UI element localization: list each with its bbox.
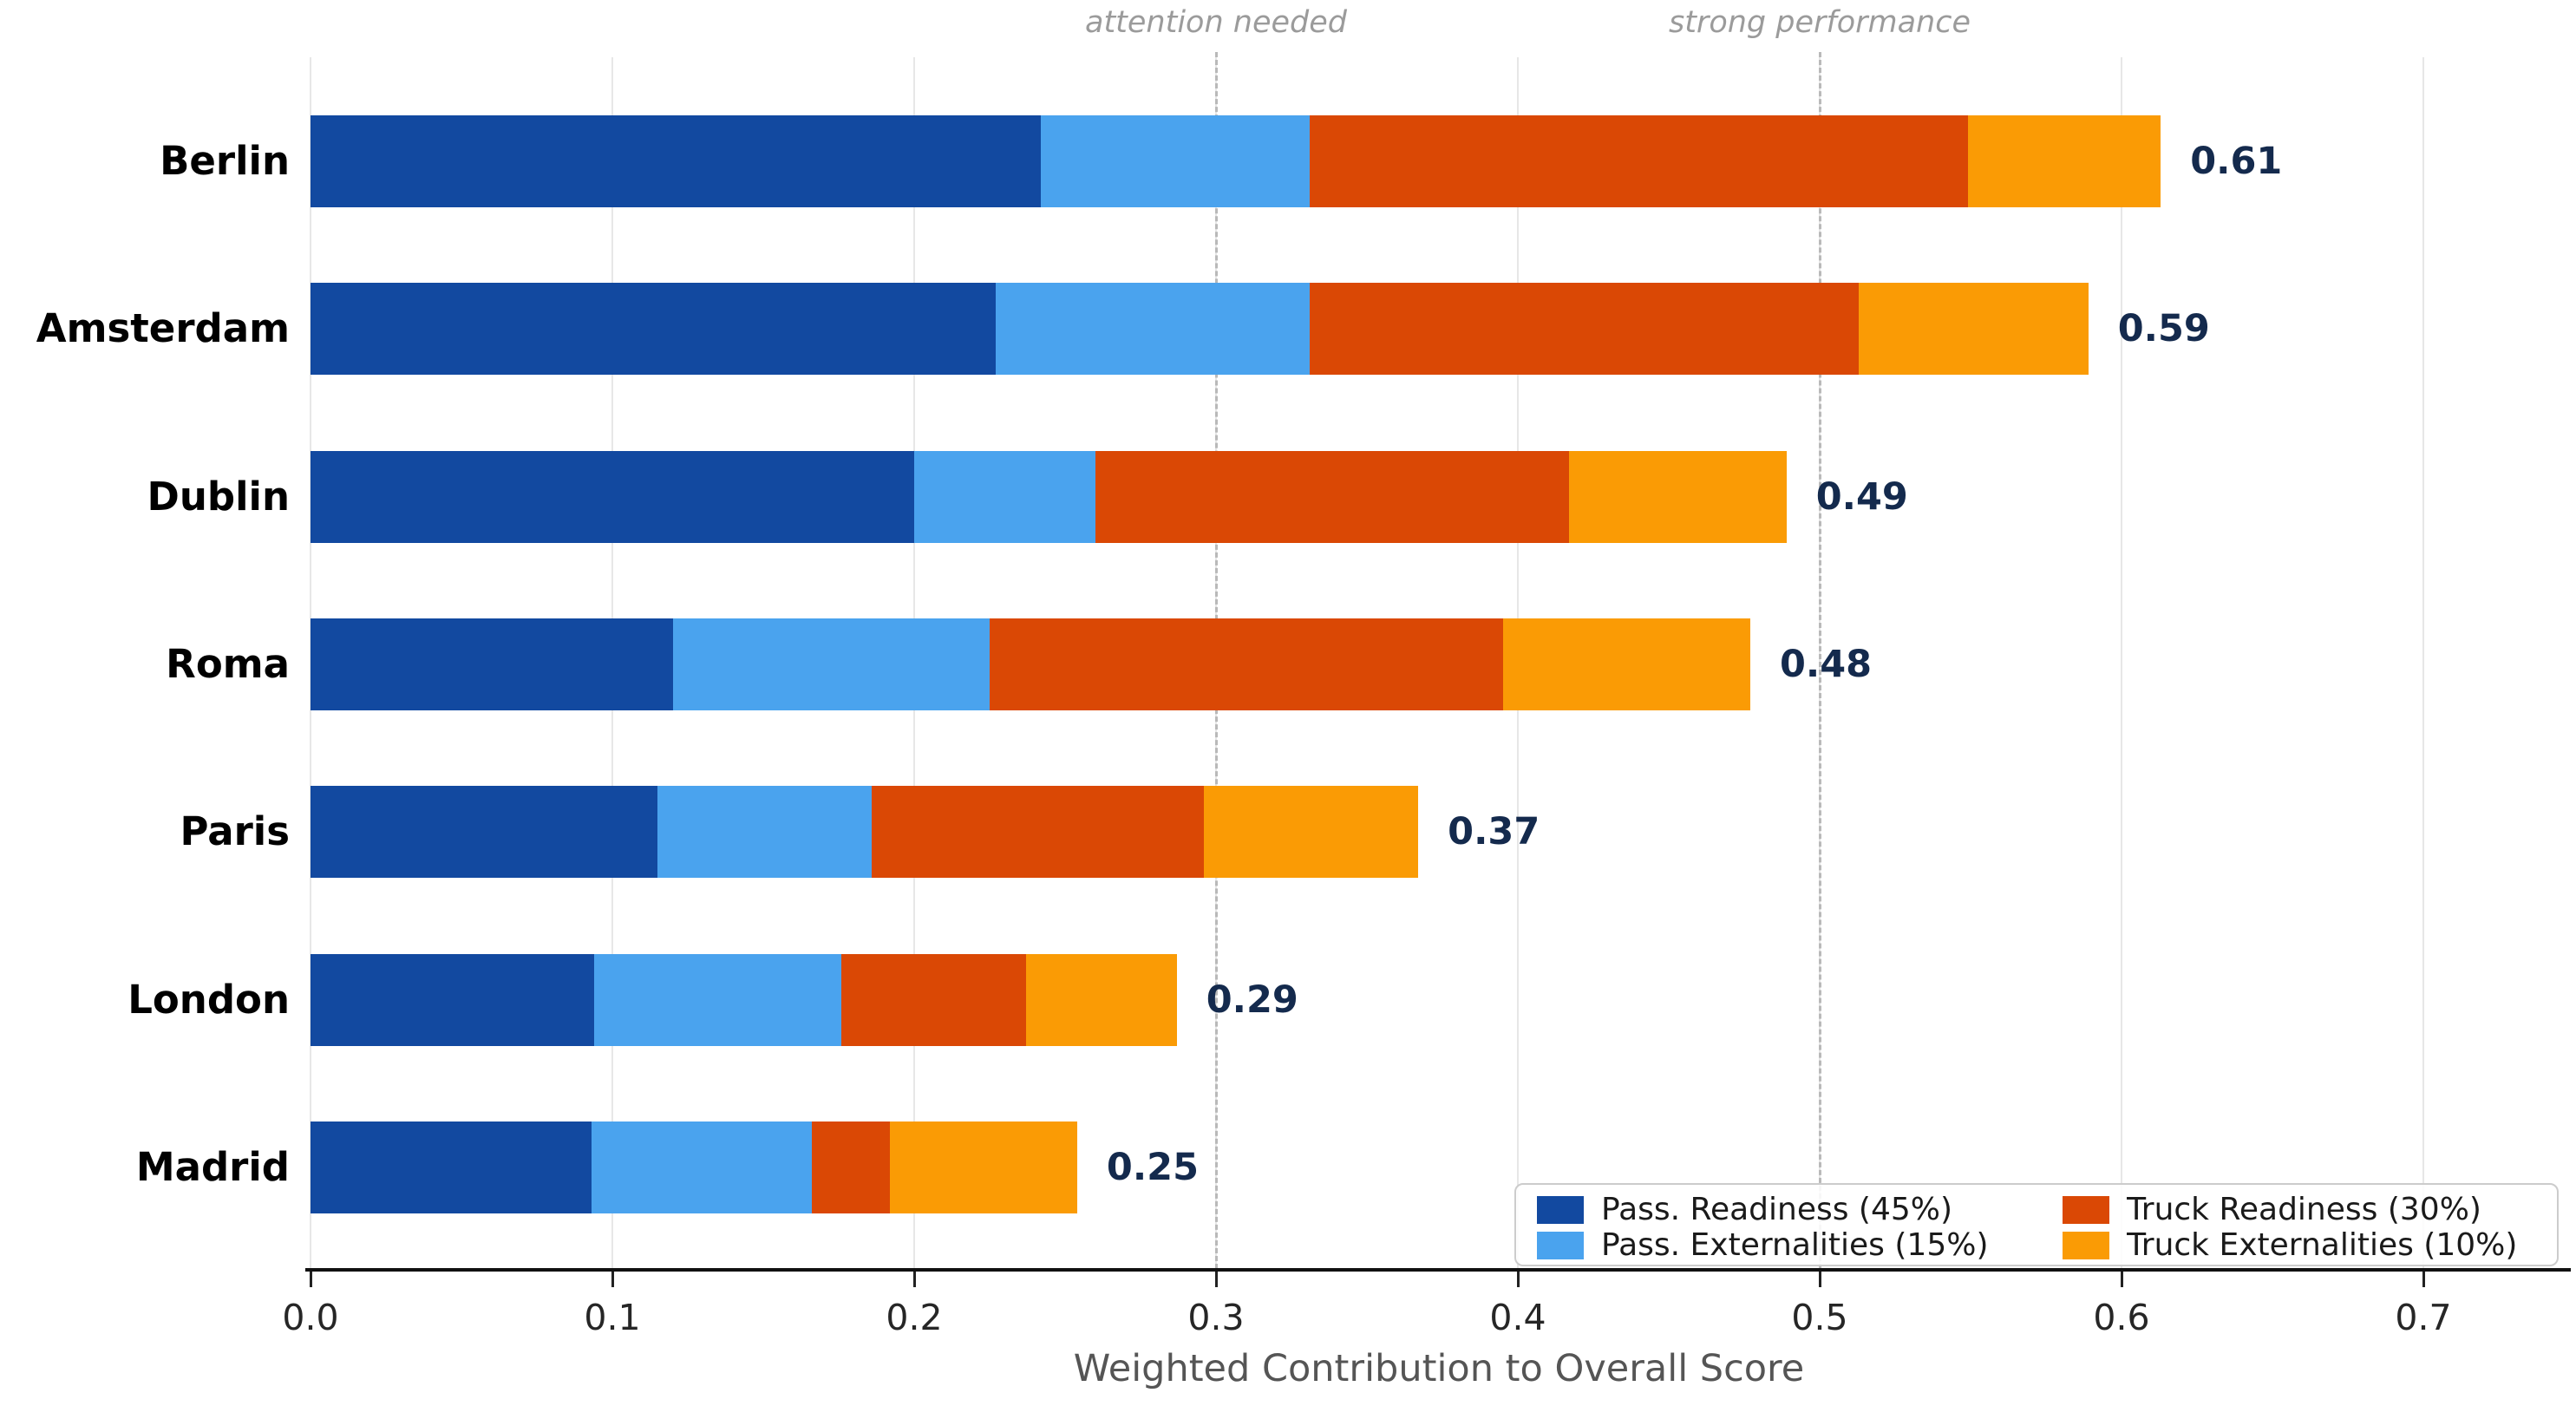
bar-segment: [311, 283, 996, 376]
bar-segment: [890, 1121, 1077, 1213]
bar-segment: [914, 450, 1095, 543]
threshold-annotation: strong performance: [1668, 5, 1971, 40]
bar-segment: [311, 953, 595, 1046]
category-label: Madrid: [135, 1143, 290, 1190]
total-value-label: 0.29: [1206, 978, 1298, 1022]
x-tick-label: 0.4: [1489, 1297, 1546, 1338]
threshold-annotation: attention needed: [1085, 5, 1347, 40]
x-tick-mark: [912, 1272, 916, 1287]
bar-segment: [591, 1121, 812, 1213]
x-tick-mark: [2120, 1272, 2123, 1287]
gridline-0.7: [2422, 57, 2424, 1269]
bar-segment: [1309, 283, 1860, 376]
threshold-line: [1819, 52, 1821, 1269]
legend-swatch: [1537, 1231, 1584, 1259]
category-label: Roma: [166, 640, 290, 687]
x-tick-label: 0.5: [1791, 1297, 1848, 1338]
x-tick-mark: [309, 1272, 312, 1287]
legend-item: Truck Readiness (30%): [2063, 1192, 2536, 1227]
x-tick-mark: [1516, 1272, 1520, 1287]
category-label: Paris: [180, 808, 290, 855]
legend-item: Pass. Externalities (15%): [1537, 1227, 2007, 1263]
bar-segment: [1309, 115, 1968, 207]
bar-segment: [872, 786, 1205, 879]
legend-swatch: [1537, 1195, 1584, 1224]
bar-segment: [1095, 450, 1570, 543]
category-label: Berlin: [160, 138, 290, 184]
legend-swatch: [2063, 1231, 2110, 1259]
x-tick-label: 0.0: [282, 1297, 339, 1338]
gridline-0.6: [2121, 57, 2122, 1269]
bar-segment: [311, 115, 1042, 207]
bar-segment: [995, 283, 1310, 376]
bar-segment: [1859, 283, 2089, 376]
category-label: London: [127, 976, 290, 1023]
x-axis-line: [305, 1268, 2571, 1272]
bar-segment: [990, 618, 1503, 710]
legend-label: Truck Externalities (10%): [2127, 1227, 2518, 1263]
x-tick-label: 0.6: [2093, 1297, 2150, 1338]
bar-segment: [1569, 450, 1787, 543]
bar-segment: [1041, 115, 1310, 207]
total-value-label: 0.37: [1448, 810, 1540, 854]
bar-segment: [311, 618, 673, 710]
legend-item: Truck Externalities (10%): [2063, 1227, 2536, 1263]
total-value-label: 0.59: [2117, 307, 2210, 351]
legend-label: Pass. Externalities (15%): [1601, 1227, 1989, 1263]
x-tick-mark: [1214, 1272, 1218, 1287]
bar-segment: [841, 953, 1026, 1046]
x-tick-label: 0.7: [2395, 1297, 2452, 1338]
category-label: Amsterdam: [36, 305, 290, 352]
x-axis-title: Weighted Contribution to Overall Score: [1073, 1347, 1805, 1390]
bar-segment: [657, 786, 873, 879]
bar-segment: [811, 1121, 891, 1213]
total-value-label: 0.49: [1815, 474, 1908, 519]
legend-item: Pass. Readiness (45%): [1537, 1192, 2007, 1227]
x-tick-mark: [2422, 1272, 2425, 1287]
x-tick-mark: [611, 1272, 614, 1287]
x-tick-mark: [1818, 1272, 1821, 1287]
legend: Pass. Readiness (45%) Pass. Externalities…: [1514, 1183, 2559, 1266]
total-value-label: 0.48: [1779, 642, 1873, 686]
category-label: Dublin: [147, 473, 291, 520]
bar-segment: [1025, 953, 1177, 1046]
bar-segment: [1967, 115, 2161, 207]
bar-segment: [311, 1121, 592, 1213]
bar-segment: [311, 450, 914, 543]
x-tick-label: 0.2: [886, 1297, 943, 1338]
total-value-label: 0.61: [2190, 140, 2283, 183]
legend-label: Pass. Readiness (45%): [1601, 1192, 1953, 1227]
x-tick-label: 0.1: [584, 1297, 641, 1338]
legend-label: Truck Readiness (30%): [2127, 1192, 2481, 1227]
bar-segment: [594, 953, 842, 1046]
total-value-label: 0.25: [1106, 1145, 1199, 1189]
bar-segment: [1502, 618, 1750, 710]
x-tick-label: 0.3: [1187, 1297, 1245, 1338]
bar-segment: [311, 786, 658, 879]
legend-swatch: [2063, 1195, 2110, 1224]
bar-segment: [672, 618, 990, 710]
bar-segment: [1204, 786, 1419, 879]
